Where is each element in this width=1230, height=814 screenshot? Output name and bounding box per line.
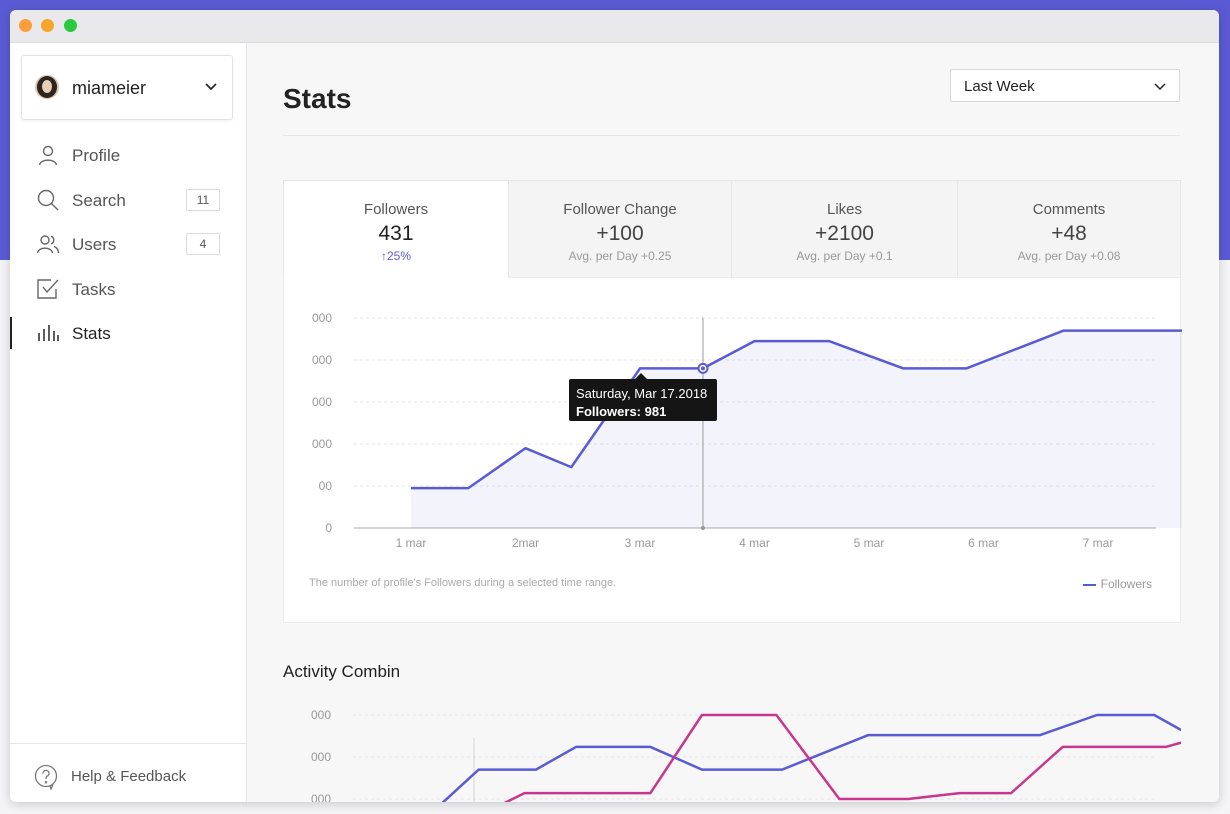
chevron-down-icon (1154, 83, 1166, 91)
tab-trend: ↑25% (380, 249, 412, 263)
tab-value: +2100 (815, 222, 874, 245)
help-feedback-link[interactable]: Help & Feedback (10, 743, 246, 802)
sidebar-item-users[interactable]: Users 4 (10, 222, 246, 267)
app-window: miameier Profile Search 11 (10, 10, 1219, 802)
tooltip-value: Followers: 981 (576, 404, 667, 419)
y-tick-label: 0 (325, 521, 332, 535)
tab-value: +100 (596, 222, 644, 245)
page-title: Stats (283, 83, 352, 114)
followers-line (411, 329, 1182, 490)
bar-chart-icon (38, 325, 59, 342)
tooltip-date: Saturday, Mar 17.2018 (576, 386, 708, 401)
y-tick-label: 000 (312, 395, 332, 409)
sidebar-item-stats[interactable]: Stats (10, 311, 246, 356)
legend-swatch (1082, 583, 1096, 586)
followers-area (411, 330, 1182, 528)
users-icon (36, 235, 60, 254)
followers-chart-card: 000 000 000 000 00 0 1 mar 2mar 3 mar 4 mar 5 mar 6… (283, 277, 1182, 623)
count-badge: 4 (186, 233, 220, 256)
tab-followers[interactable]: Followers 431 ↑25% (283, 180, 509, 278)
minimize-window-button[interactable] (41, 19, 54, 32)
chart-tooltip: Saturday, Mar 17.2018 Followers: 981 (569, 373, 717, 421)
tab-average: Avg. per Day +0.1 (796, 249, 893, 263)
account-switcher[interactable]: miameier (21, 55, 233, 120)
sidebar-nav: Profile Search 11 Users 4 (10, 133, 246, 356)
tab-average: Avg. per Day +0.08 (1017, 249, 1121, 263)
tab-value: +48 (1051, 222, 1087, 245)
y-tick-label: 00 (319, 479, 333, 493)
help-icon (34, 764, 58, 790)
help-label: Help & Feedback (71, 768, 187, 785)
x-tick-label: 5 mar (854, 536, 885, 550)
chevron-down-icon (205, 83, 217, 91)
tab-comments[interactable]: Comments +48 Avg. per Day +0.08 (957, 180, 1181, 278)
sidebar-item-label: Users (72, 235, 117, 255)
activity-chart: 000 000 000 (311, 708, 1181, 802)
y-tick-label: 000 (311, 792, 331, 802)
x-tick-label: 4 mar (739, 536, 770, 550)
sidebar-item-tasks[interactable]: Tasks (10, 267, 246, 312)
sidebar: miameier Profile Search 11 (10, 43, 247, 802)
x-tick-label: 1 mar (396, 536, 427, 550)
crosshair-foot (700, 526, 705, 530)
divider (283, 135, 1180, 136)
tab-likes[interactable]: Likes +2100 Avg. per Day +0.1 (731, 180, 958, 278)
sidebar-item-profile[interactable]: Profile (10, 133, 246, 178)
user-icon (38, 145, 58, 166)
search-icon (37, 189, 59, 211)
y-tick-label: 000 (312, 437, 332, 451)
chart-caption: The number of profile's Followers during… (309, 577, 617, 589)
legend-label: Followers (1100, 577, 1152, 591)
tab-value: 431 (378, 222, 414, 245)
activity-line-blue (441, 713, 1181, 802)
tab-follower-change[interactable]: Follower Change +100 Avg. per Day +0.25 (508, 180, 732, 278)
sidebar-item-label: Profile (72, 146, 121, 165)
main-content: Stats Last Week Followers 431 ↑25% Follo… (247, 43, 1219, 802)
y-tick-label: 000 (312, 353, 332, 367)
x-tick-label: 7 mar (1083, 536, 1114, 550)
account-name: miameier (72, 78, 147, 98)
tab-label: Followers (363, 201, 429, 218)
sidebar-item-label: Stats (72, 324, 111, 344)
checkbox-icon (37, 279, 59, 299)
chart-legend: Followers (1082, 577, 1152, 591)
y-tick-label: 000 (311, 750, 331, 764)
x-tick-label: 3 mar (625, 536, 656, 550)
activity-section-title: Activity Combin (283, 662, 401, 681)
close-window-button[interactable] (19, 19, 32, 32)
y-tick-label: 000 (311, 708, 331, 722)
x-tick-label: 6 mar (968, 536, 999, 550)
window-titlebar (10, 10, 1219, 43)
time-range-select[interactable]: Last Week (950, 69, 1180, 102)
sidebar-item-label: Search (72, 190, 126, 210)
y-tick-label: 000 (312, 311, 332, 325)
sidebar-item-label: Tasks (72, 279, 116, 299)
tab-label: Likes (826, 201, 863, 218)
stats-tabs: Followers 431 ↑25% Follower Change +100 … (283, 180, 1181, 278)
count-badge: 11 (186, 188, 220, 211)
tab-label: Follower Change (563, 201, 677, 218)
sidebar-item-search[interactable]: Search 11 (10, 178, 246, 223)
tab-label: Comments (1032, 201, 1106, 218)
tab-average: Avg. per Day +0.25 (568, 249, 672, 263)
hover-point-center (700, 366, 705, 371)
avatar (35, 75, 59, 99)
activity-line-magenta (503, 713, 1181, 802)
maximize-window-button[interactable] (64, 19, 77, 32)
x-tick-label: 2mar (512, 536, 539, 550)
time-range-value: Last Week (964, 78, 1035, 95)
